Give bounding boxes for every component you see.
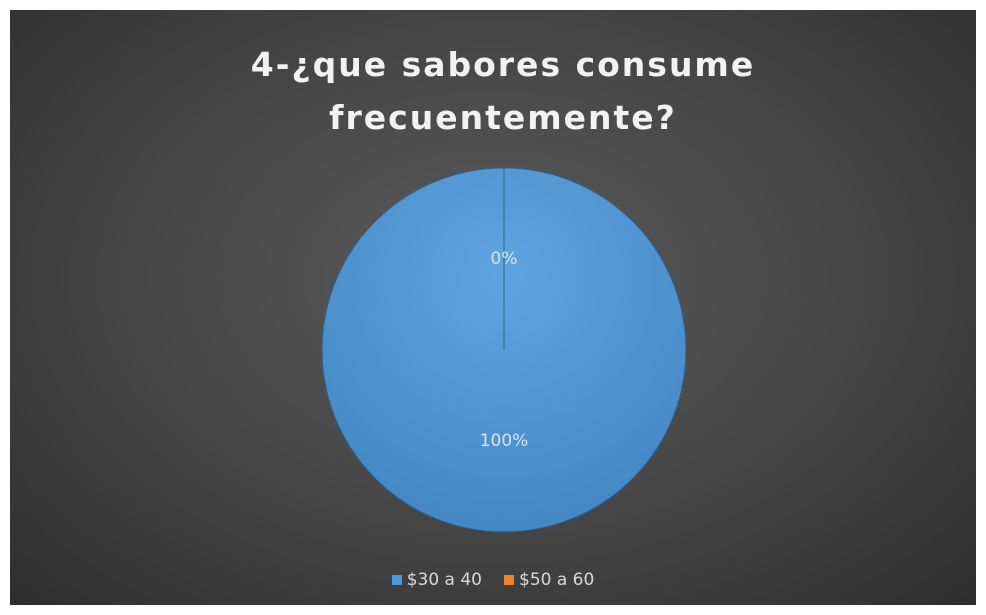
legend: $30 a 40 $50 a 60: [10, 570, 976, 590]
chart: 4-¿que sabores consume frecuentemente? 1…: [10, 10, 976, 605]
legend-marker: [504, 575, 514, 585]
chart-title: 4-¿que sabores consume frecuentemente?: [250, 45, 756, 137]
data-label: 0%: [491, 249, 518, 269]
legend-item: $30 a 40: [391, 570, 482, 590]
legend-marker: [391, 575, 402, 585]
plot: 100% 0%: [321, 167, 687, 533]
data-label: 100%: [480, 431, 529, 451]
legend-label: $30 a 40: [406, 570, 482, 590]
legend-label: $50 a 60: [519, 570, 595, 590]
legend-item: $50 a 60: [504, 570, 594, 590]
